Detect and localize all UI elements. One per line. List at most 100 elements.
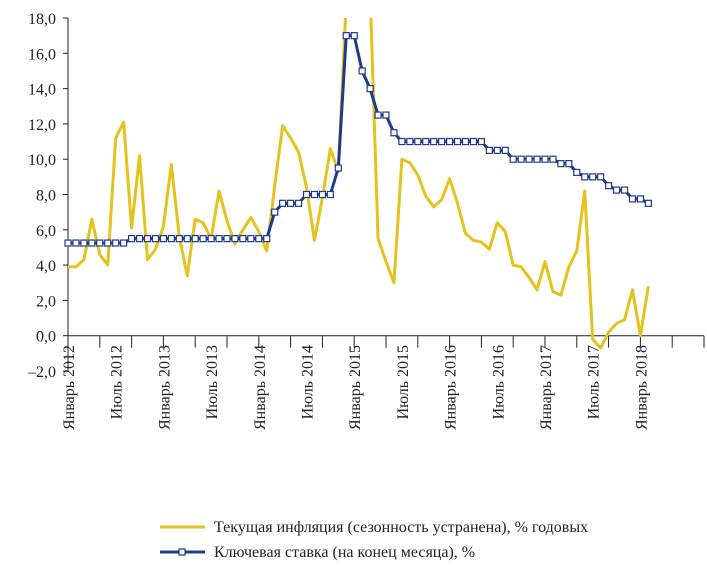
- y-tick-label: 10,0: [28, 152, 56, 169]
- series-marker: [461, 137, 470, 146]
- series-marker: [207, 235, 215, 243]
- series-marker: [612, 186, 621, 194]
- series-marker: [239, 235, 247, 243]
- series-marker: [255, 235, 263, 243]
- series-marker: [446, 137, 454, 146]
- series-marker: [151, 235, 160, 243]
- series-marker: [525, 155, 533, 163]
- series-marker: [326, 190, 334, 199]
- series-marker: [287, 199, 295, 207]
- series-line: [68, 18, 650, 350]
- series-marker: [263, 235, 271, 243]
- series-marker: [342, 32, 350, 40]
- series-marker: [597, 173, 605, 181]
- series-marker: [271, 208, 279, 216]
- series-marker: [358, 67, 366, 75]
- series-marker: [135, 235, 144, 243]
- series-marker: [382, 111, 390, 119]
- x-tick-label: Июль 2012: [109, 345, 126, 419]
- series-marker: [175, 235, 183, 243]
- series-marker: [64, 239, 72, 247]
- series-marker: [310, 190, 319, 199]
- series-marker: [128, 235, 136, 243]
- series-marker: [191, 235, 199, 243]
- series-marker: [453, 137, 462, 146]
- series-marker: [581, 173, 589, 181]
- series-marker: [96, 239, 104, 247]
- series-marker: [533, 155, 541, 163]
- x-tick-label: Январь 2014: [252, 345, 269, 430]
- series-marker: [279, 199, 287, 207]
- series-marker: [302, 190, 311, 199]
- x-tick-label: Июль 2017: [586, 345, 603, 419]
- series-marker: [517, 155, 525, 163]
- series-marker: [565, 160, 573, 168]
- y-tick-label: 8,0: [36, 188, 56, 205]
- series-marker: [549, 155, 557, 163]
- series-marker: [143, 235, 152, 243]
- y-tick-label: 18,0: [28, 11, 56, 28]
- series-marker: [72, 239, 80, 247]
- x-tick-label: Январь 2012: [61, 345, 78, 430]
- legend-marker: [178, 548, 186, 556]
- series-marker: [469, 137, 478, 146]
- series-marker: [501, 146, 509, 154]
- y-tick-label: 14,0: [28, 82, 56, 99]
- series-marker: [374, 111, 382, 119]
- series-marker: [573, 168, 581, 177]
- series-marker: [199, 235, 207, 243]
- series-marker: [294, 199, 303, 207]
- x-tick-label: Январь 2017: [538, 345, 555, 430]
- x-tick-label: Июль 2013: [204, 345, 221, 419]
- series-marker: [493, 146, 501, 154]
- series-marker: [541, 155, 549, 163]
- series-marker: [223, 235, 231, 243]
- series-line: [68, 34, 650, 245]
- series-marker: [318, 190, 326, 199]
- x-tick-label: Июль 2014: [300, 345, 317, 419]
- x-tick-label: Январь 2015: [347, 345, 364, 430]
- series-marker: [485, 146, 493, 154]
- x-tick-label: Январь 2016: [443, 345, 460, 430]
- legend-label: Текущая инфляция (сезонность устранена),…: [214, 519, 588, 536]
- series-marker: [414, 137, 422, 146]
- y-tick-label: 4,0: [36, 258, 56, 275]
- y-tick-label: 12,0: [28, 117, 56, 134]
- series-marker: [509, 155, 517, 163]
- y-tick-label: 6,0: [36, 223, 56, 240]
- series-marker: [104, 239, 112, 247]
- plot-area: [64, 18, 652, 350]
- series-marker: [604, 182, 613, 190]
- series-marker: [334, 164, 342, 172]
- x-tick-label: Июль 2016: [490, 345, 507, 419]
- x-tick-label: Январь 2013: [156, 345, 173, 430]
- legend-label: Ключевая ставка (на конец месяца), %: [214, 544, 475, 561]
- series-marker: [88, 239, 96, 247]
- series-marker: [366, 84, 374, 93]
- series-marker: [644, 199, 652, 207]
- series-marker: [430, 137, 438, 146]
- y-tick-label: 16,0: [28, 46, 56, 63]
- series-marker: [247, 235, 255, 243]
- y-tick-label: –2,0: [27, 364, 56, 381]
- series-marker: [557, 160, 565, 168]
- series-marker: [398, 137, 406, 146]
- series-marker: [390, 129, 398, 137]
- series-marker: [183, 235, 191, 243]
- series-marker: [589, 173, 597, 181]
- series-marker: [620, 186, 629, 194]
- x-tick-label: Январь 2018: [633, 345, 650, 430]
- series-marker: [406, 137, 414, 146]
- series-marker: [80, 239, 88, 247]
- y-tick-label: 0,0: [36, 329, 56, 346]
- series-marker: [112, 239, 120, 247]
- series-marker: [159, 235, 167, 243]
- series-marker: [477, 137, 485, 146]
- series-marker: [636, 195, 645, 203]
- series-marker: [350, 32, 358, 40]
- x-tick-label: Июль 2015: [395, 345, 412, 419]
- series-marker: [215, 235, 223, 243]
- series-marker: [438, 137, 446, 146]
- series-marker: [167, 235, 175, 243]
